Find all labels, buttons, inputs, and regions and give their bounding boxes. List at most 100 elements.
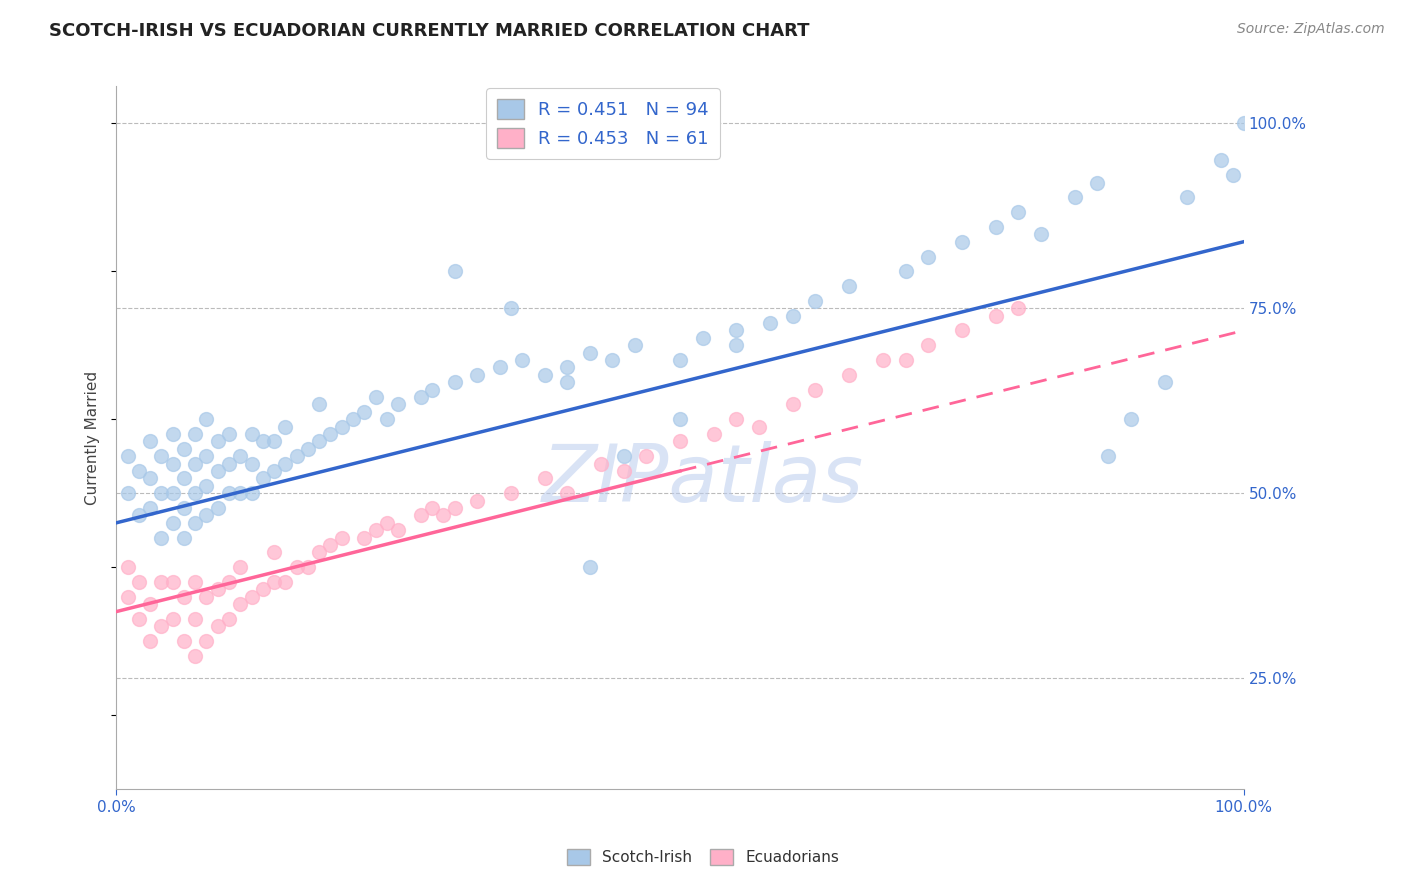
Point	[1211, 153, 1233, 168]
Point	[984, 309, 1007, 323]
Point	[218, 612, 240, 626]
Point	[184, 427, 207, 442]
Point	[128, 508, 150, 523]
Point	[669, 434, 692, 449]
Point	[555, 360, 578, 375]
Point	[240, 590, 263, 604]
Point	[207, 434, 229, 449]
Point	[499, 301, 522, 316]
Point	[510, 353, 533, 368]
Point	[1222, 168, 1244, 182]
Point	[184, 486, 207, 500]
Point	[443, 376, 465, 390]
Point	[162, 486, 184, 500]
Point	[872, 353, 894, 368]
Point	[432, 508, 454, 523]
Point	[533, 368, 555, 382]
Point	[162, 457, 184, 471]
Point	[229, 560, 252, 574]
Point	[1085, 176, 1108, 190]
Point	[117, 590, 139, 604]
Point	[195, 634, 218, 648]
Point	[308, 397, 330, 411]
Point	[297, 560, 319, 574]
Point	[128, 574, 150, 589]
Point	[950, 235, 973, 249]
Point	[207, 464, 229, 478]
Text: Source: ZipAtlas.com: Source: ZipAtlas.com	[1237, 22, 1385, 37]
Point	[117, 560, 139, 574]
Point	[748, 419, 770, 434]
Point	[533, 471, 555, 485]
Point	[364, 523, 387, 537]
Point	[375, 412, 398, 426]
Point	[1007, 301, 1029, 316]
Point	[804, 293, 827, 308]
Point	[173, 471, 195, 485]
Point	[308, 434, 330, 449]
Point	[229, 597, 252, 611]
Point	[579, 345, 602, 359]
Point	[240, 486, 263, 500]
Y-axis label: Currently Married: Currently Married	[86, 371, 100, 505]
Point	[488, 360, 510, 375]
Point	[443, 501, 465, 516]
Point	[184, 457, 207, 471]
Point	[319, 427, 342, 442]
Point	[150, 619, 173, 633]
Point	[984, 219, 1007, 234]
Point	[342, 412, 364, 426]
Point	[173, 634, 195, 648]
Point	[195, 590, 218, 604]
Point	[1233, 116, 1256, 130]
Point	[725, 338, 748, 352]
Point	[207, 619, 229, 633]
Text: ZIPatlas: ZIPatlas	[541, 441, 863, 519]
Point	[420, 501, 443, 516]
Point	[308, 545, 330, 559]
Point	[624, 338, 647, 352]
Point	[139, 501, 162, 516]
Point	[218, 486, 240, 500]
Point	[128, 612, 150, 626]
Point	[725, 323, 748, 337]
Point	[782, 397, 804, 411]
Point	[330, 531, 353, 545]
Point	[195, 508, 218, 523]
Point	[128, 464, 150, 478]
Point	[725, 412, 748, 426]
Point	[162, 427, 184, 442]
Point	[364, 390, 387, 404]
Point	[184, 574, 207, 589]
Point	[274, 419, 297, 434]
Point	[274, 457, 297, 471]
Point	[420, 383, 443, 397]
Point	[263, 464, 285, 478]
Point	[838, 279, 860, 293]
Point	[139, 597, 162, 611]
Point	[274, 574, 297, 589]
Point	[591, 457, 613, 471]
Point	[1063, 190, 1085, 204]
Point	[173, 590, 195, 604]
Point	[838, 368, 860, 382]
Point	[184, 612, 207, 626]
Point	[218, 427, 240, 442]
Point	[173, 442, 195, 456]
Point	[387, 397, 409, 411]
Point	[703, 427, 725, 442]
Point	[150, 486, 173, 500]
Point	[555, 376, 578, 390]
Point	[409, 508, 432, 523]
Point	[917, 338, 939, 352]
Point	[499, 486, 522, 500]
Point	[207, 501, 229, 516]
Point	[218, 574, 240, 589]
Point	[117, 486, 139, 500]
Legend: Scotch-Irish, Ecuadorians: Scotch-Irish, Ecuadorians	[561, 843, 845, 871]
Point	[613, 464, 636, 478]
Legend: R = 0.451   N = 94, R = 0.453   N = 61: R = 0.451 N = 94, R = 0.453 N = 61	[486, 88, 720, 159]
Point	[240, 457, 263, 471]
Point	[669, 353, 692, 368]
Point	[465, 493, 488, 508]
